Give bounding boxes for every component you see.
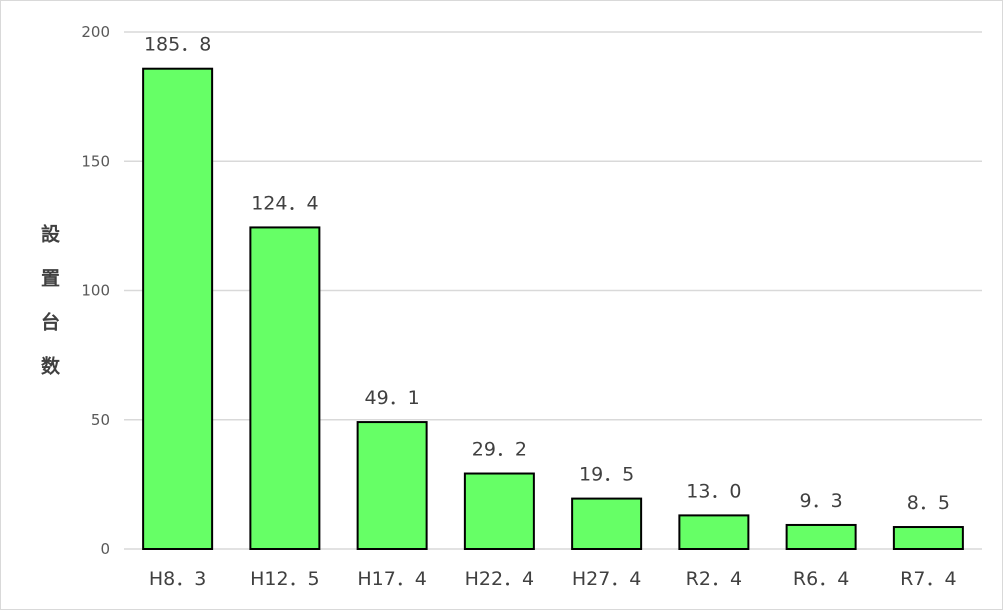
x-tick-label: R7．4 bbox=[900, 568, 956, 590]
x-tick-label: H12．5 bbox=[250, 568, 320, 590]
bar bbox=[892, 526, 964, 551]
data-label: 29．2 bbox=[472, 439, 527, 461]
data-label: 19．5 bbox=[579, 464, 634, 486]
y-tick-label: 200 bbox=[81, 23, 110, 41]
y-axis-label: 設置台数 bbox=[38, 224, 60, 400]
data-label: 124．4 bbox=[251, 192, 318, 214]
bar bbox=[356, 421, 428, 551]
x-tick-label: H27．4 bbox=[572, 568, 642, 590]
data-label: 8．5 bbox=[907, 492, 950, 514]
bar bbox=[463, 472, 535, 551]
x-tick-label: H22．4 bbox=[465, 568, 535, 590]
data-label: 49．1 bbox=[364, 387, 419, 409]
bar bbox=[249, 226, 321, 550]
y-tick-label: 50 bbox=[91, 411, 110, 429]
y-tick-label: 100 bbox=[81, 282, 110, 300]
data-label: 13．0 bbox=[686, 480, 741, 502]
x-tick-label: H8．3 bbox=[149, 568, 206, 590]
x-tick-label: R6．4 bbox=[793, 568, 849, 590]
bar bbox=[678, 514, 750, 551]
data-label: 185．8 bbox=[144, 34, 211, 56]
y-tick-label: 0 bbox=[100, 540, 110, 558]
bar bbox=[142, 67, 214, 550]
y-tick-label: 150 bbox=[81, 152, 110, 170]
bar bbox=[571, 497, 643, 550]
x-tick-label: R2．4 bbox=[686, 568, 742, 590]
x-tick-label: H17．4 bbox=[357, 568, 427, 590]
bar bbox=[785, 523, 857, 550]
data-label: 9．3 bbox=[800, 490, 843, 512]
